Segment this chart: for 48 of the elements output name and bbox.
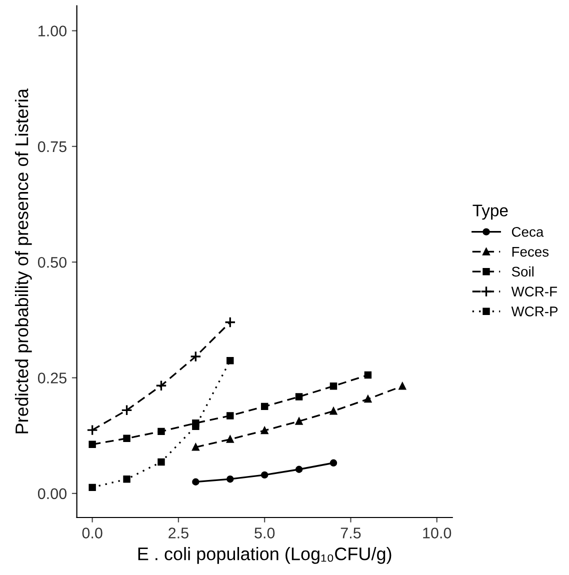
point <box>226 412 234 420</box>
legend-title: Type <box>472 204 508 220</box>
point <box>260 402 268 410</box>
legend-label: WCR-P <box>511 306 558 316</box>
point <box>88 440 96 448</box>
legend-label: Feces <box>512 247 549 257</box>
x-tick-label: 10.0 <box>423 528 452 538</box>
point <box>86 424 98 436</box>
legend-label: Ceca <box>512 226 544 237</box>
point <box>260 471 268 479</box>
point <box>260 426 268 434</box>
point <box>224 316 236 328</box>
point <box>123 434 130 442</box>
x-axis-title: E . coli population (Log₁₀CFU/g) <box>138 547 392 564</box>
legend-label: Soil <box>512 266 534 277</box>
point <box>226 436 234 443</box>
x-tick-label: 7.5 <box>340 528 361 538</box>
point <box>330 382 338 390</box>
y-tick-label: 0.00 <box>38 488 66 500</box>
y-tick-label: 1.00 <box>38 26 66 36</box>
point <box>192 478 200 486</box>
point <box>156 380 167 392</box>
y-tick-label: 0.25 <box>38 372 66 384</box>
point <box>192 419 200 427</box>
point <box>192 444 200 451</box>
point <box>295 418 303 425</box>
point <box>398 382 406 390</box>
point <box>295 393 303 400</box>
point <box>158 458 165 466</box>
x-tick-label: 2.5 <box>168 528 188 538</box>
point <box>330 407 338 415</box>
point <box>364 395 372 403</box>
point <box>226 357 234 364</box>
point <box>158 428 165 436</box>
x-tick-label: 5.0 <box>254 528 275 538</box>
y-tick-label: 0.50 <box>38 256 66 268</box>
point <box>121 404 132 416</box>
point <box>295 466 303 473</box>
y-tick-label: 0.75 <box>38 141 66 152</box>
point <box>330 459 338 467</box>
point <box>123 475 130 483</box>
x-tick-label: 0.0 <box>82 528 102 538</box>
point <box>190 350 202 362</box>
point <box>88 484 96 492</box>
point <box>364 371 372 379</box>
point <box>226 475 234 483</box>
y-axis-title: Predicted probability of presence of Listeria <box>14 88 32 434</box>
legend-label: WCR-F <box>511 286 557 296</box>
